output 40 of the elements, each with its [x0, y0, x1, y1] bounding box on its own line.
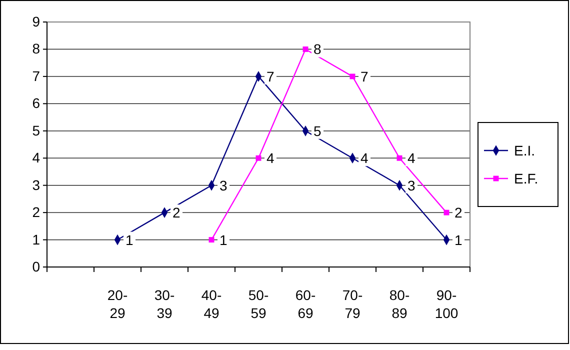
x-tick-label: 70-79	[342, 287, 363, 321]
x-tick-label: 80-89	[389, 287, 410, 321]
data-label: 1	[220, 232, 228, 248]
data-label: 2	[454, 204, 462, 221]
legend-label: E.F.	[514, 170, 538, 186]
point	[302, 46, 308, 52]
data-label: 4	[360, 150, 368, 166]
data-label: 7	[266, 68, 274, 84]
data-label: 3	[408, 177, 416, 194]
x-tick-label: 30-39	[154, 287, 175, 321]
y-tick-label: 1	[32, 231, 40, 248]
x-tick-label: 50-59	[248, 287, 269, 321]
data-label: 8	[314, 41, 322, 58]
y-tick-label: 2	[32, 204, 40, 220]
point	[208, 237, 214, 243]
point	[256, 155, 262, 161]
x-tick-label: 40-49	[201, 287, 222, 321]
data-label: 2	[172, 204, 180, 221]
legend-label: E.I.	[514, 142, 536, 158]
data-label: 4	[266, 150, 274, 166]
y-tick-label: 8	[32, 40, 40, 57]
data-label: 5	[314, 122, 322, 139]
data-label: 3	[220, 177, 228, 194]
y-tick-label: 5	[32, 122, 40, 138]
y-tick-label: 7	[32, 68, 40, 84]
x-tick-label: 90-100	[434, 287, 458, 321]
data-label: 1	[454, 232, 462, 248]
x-tick-label: 20-29	[107, 287, 128, 321]
y-tick-label: 6	[32, 95, 40, 112]
data-label: 7	[360, 68, 368, 84]
point	[396, 155, 402, 161]
y-tick-label: 3	[32, 176, 40, 193]
x-tick-label: 60-69	[295, 287, 316, 321]
y-tick-label: 4	[32, 150, 40, 166]
y-tick-label: 0	[32, 258, 40, 274]
point	[350, 74, 356, 80]
data-label: 4	[408, 150, 416, 166]
point	[444, 210, 450, 216]
y-tick-label: 9	[32, 13, 40, 30]
data-label: 1	[126, 232, 134, 248]
